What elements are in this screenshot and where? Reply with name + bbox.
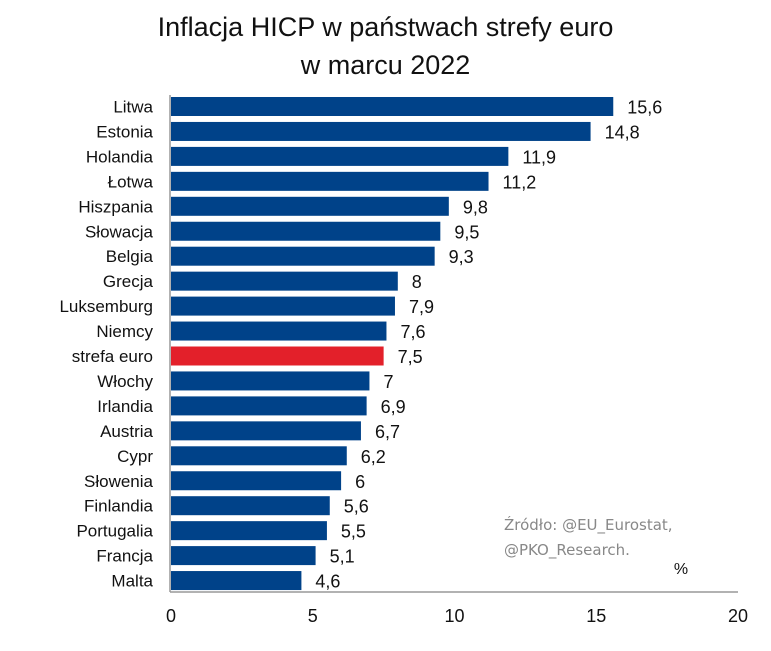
category-label-3: Łotwa (108, 172, 154, 191)
category-label-16: Finlandia (84, 497, 154, 516)
bar-5 (171, 221, 441, 241)
bar-15 (171, 471, 342, 491)
chart-title-line1: Inflacja HICP w państwach strefy euro (157, 12, 614, 42)
value-label-12: 6,9 (381, 397, 406, 417)
bar-1 (171, 121, 591, 141)
bar-4 (171, 196, 449, 216)
bar-16 (171, 496, 330, 516)
category-label-0: Litwa (113, 98, 153, 117)
value-label-15: 6 (355, 472, 365, 492)
x-tick-label-3: 15 (586, 606, 606, 626)
value-label-17: 5,5 (341, 522, 366, 542)
bar-6 (171, 246, 435, 266)
category-label-17: Portugalia (76, 522, 153, 541)
value-label-1: 14,8 (605, 122, 640, 142)
source-note-line2: @PKO_Research. (504, 541, 630, 559)
bar-10 (171, 346, 384, 366)
value-label-19: 4,6 (315, 572, 340, 592)
category-label-8: Luksemburg (59, 297, 153, 316)
category-label-13: Austria (100, 422, 153, 441)
value-label-8: 7,9 (409, 297, 434, 317)
value-label-6: 9,3 (449, 247, 474, 267)
category-label-5: Słowacja (85, 222, 154, 241)
chart-title: Inflacja HICP w państwach strefy euro w … (0, 8, 771, 84)
category-label-4: Hiszpania (78, 197, 153, 216)
bar-3 (171, 171, 489, 191)
category-label-19: Malta (111, 572, 153, 591)
bar-13 (171, 421, 361, 441)
value-label-9: 7,6 (400, 322, 425, 342)
chart-title-line2: w marcu 2022 (300, 50, 471, 80)
value-label-7: 8 (412, 272, 422, 292)
category-label-12: Irlandia (97, 397, 153, 416)
category-label-10: strefa euro (72, 347, 153, 366)
value-label-2: 11,9 (522, 147, 556, 167)
category-label-6: Belgia (106, 247, 154, 266)
unit-label: % (674, 561, 688, 578)
bar-0 (171, 97, 614, 116)
value-label-16: 5,6 (344, 497, 369, 517)
x-tick-label-2: 10 (444, 606, 464, 626)
value-label-13: 6,7 (375, 422, 400, 442)
bar-12 (171, 396, 367, 416)
x-tick-label-0: 0 (166, 606, 176, 626)
value-label-18: 5,1 (330, 547, 355, 567)
category-label-11: Włochy (97, 372, 153, 391)
value-label-3: 11,2 (503, 172, 537, 192)
value-label-11: 7 (383, 372, 393, 392)
category-label-18: Francja (96, 547, 153, 566)
x-tick-label-4: 20 (728, 606, 748, 626)
source-note-line1: Źródło: @EU_Eurostat, (504, 516, 673, 534)
bar-8 (171, 296, 395, 316)
value-label-14: 6,2 (361, 447, 386, 467)
value-label-5: 9,5 (454, 222, 479, 242)
category-label-1: Estonia (96, 122, 153, 141)
value-label-0: 15,6 (627, 98, 662, 118)
bar-11 (171, 371, 370, 391)
bar-7 (171, 271, 398, 291)
category-label-2: Holandia (86, 147, 154, 166)
bar-17 (171, 521, 327, 541)
category-label-14: Cypr (117, 447, 153, 466)
value-label-4: 9,8 (463, 197, 488, 217)
category-label-7: Grecja (103, 272, 154, 291)
bar-2 (171, 146, 509, 166)
value-label-10: 7,5 (398, 347, 423, 367)
category-label-9: Niemcy (96, 322, 153, 341)
bar-14 (171, 446, 347, 466)
bar-19 (171, 571, 302, 591)
bar-18 (171, 546, 316, 566)
category-label-15: Słowenia (84, 472, 154, 491)
x-tick-label-1: 5 (308, 606, 318, 626)
bar-9 (171, 321, 387, 341)
